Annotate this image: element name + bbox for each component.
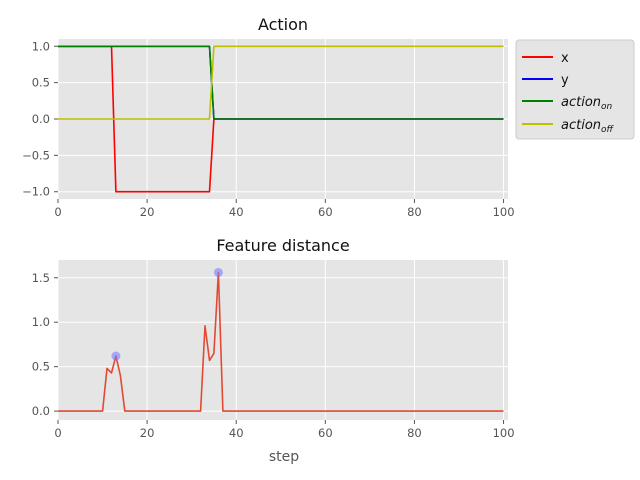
x-tick-label: 20 [140, 205, 155, 219]
series-action-off-line [58, 45, 504, 120]
peak-marker [111, 351, 121, 361]
y-tick-label: 1.0 [32, 315, 50, 329]
y-tick-label: 1.0 [32, 39, 50, 53]
legend-label-action-off: actionoff [561, 118, 615, 135]
y-tick-label: −1.0 [22, 185, 50, 199]
x-tick-label: 40 [229, 426, 244, 440]
x-tick-label: 60 [318, 426, 333, 440]
action-legend: x y actionon actionoff [515, 39, 635, 140]
legend-label-y: y [561, 73, 569, 88]
legend-label-action-on: actionon [561, 95, 613, 112]
action-chart-title: Action [258, 15, 308, 34]
x-tick-label: 80 [407, 426, 422, 440]
y-tick-label: 0.0 [32, 112, 50, 126]
y-tick-label: 0.0 [32, 404, 50, 418]
x-tick-label: 20 [140, 426, 155, 440]
x-tick-label: 100 [493, 426, 515, 440]
legend-box [515, 39, 635, 140]
y-tick-label: −0.5 [22, 148, 50, 162]
x-axis-label: step [269, 449, 299, 465]
peak-marker [213, 267, 223, 277]
feature-distance-title: Feature distance [216, 236, 349, 255]
legend-label-x: x [561, 51, 569, 66]
feature-distance-chart: Feature distance 0 20 40 60 80 100 0.0 0.5 1.0 1… [32, 236, 515, 465]
x-tick-label: 0 [54, 205, 61, 219]
x-tick-label: 100 [493, 205, 515, 219]
y-tick-label: 0.5 [32, 76, 50, 90]
x-tick-label: 80 [407, 205, 422, 219]
x-tick-label: 40 [229, 205, 244, 219]
y-tick-label: 0.5 [32, 360, 50, 374]
y-tick-label: 1.5 [32, 271, 50, 285]
x-tick-label: 0 [54, 426, 61, 440]
feature-distance-line [58, 271, 504, 412]
action-chart: Action 0 20 40 60 80 100 −1.0 −0.5 0.0 0.5 1.0 [22, 15, 514, 219]
x-tick-label: 60 [318, 205, 333, 219]
feature-distance-plot-area [58, 260, 508, 420]
